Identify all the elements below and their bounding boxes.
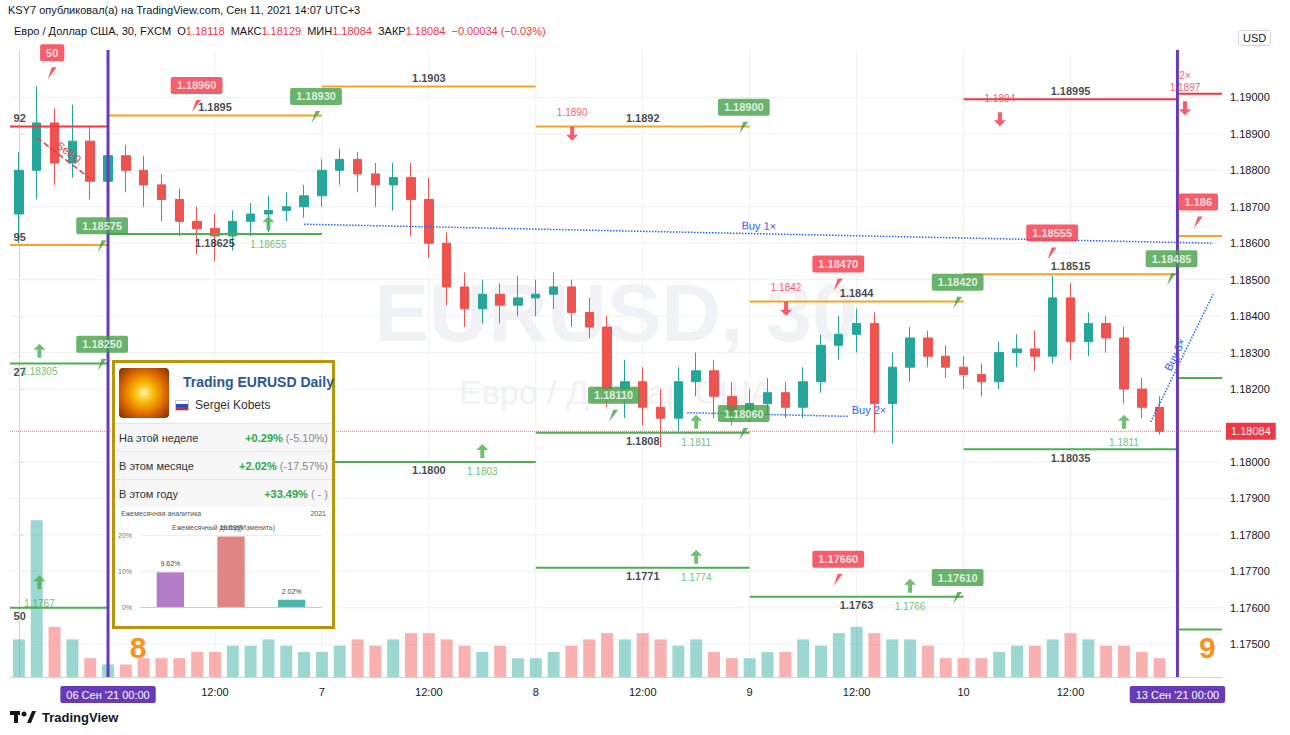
svg-text:1.18655: 1.18655 [250,239,287,250]
svg-text:8: 8 [130,631,147,664]
svg-text:1.1895: 1.1895 [198,101,232,113]
svg-text:7: 7 [319,686,325,698]
svg-text:50: 50 [14,610,26,622]
svg-text:1.18515: 1.18515 [1051,260,1091,272]
svg-text:1.18000: 1.18000 [1230,456,1270,468]
svg-text:1.18500: 1.18500 [1230,274,1270,286]
svg-text:1.18900: 1.18900 [1230,128,1270,140]
svg-text:1.19000: 1.19000 [1230,91,1270,103]
svg-text:10%: 10% [118,568,132,575]
svg-text:1.18625: 1.18625 [195,237,235,249]
svg-text:12:00: 12:00 [201,686,229,698]
svg-text:1.18575: 1.18575 [82,220,122,232]
svg-text:1.18305: 1.18305 [21,366,58,377]
svg-text:1.186: 1.186 [1184,196,1212,208]
svg-text:1.18300: 1.18300 [1230,347,1270,359]
svg-text:1.1897: 1.1897 [1170,82,1201,93]
svg-text:1.1800: 1.1800 [412,464,446,476]
svg-text:1.17610: 1.17610 [938,572,978,584]
svg-text:13 Сен '21 00:00: 13 Сен '21 00:00 [1136,689,1219,701]
svg-text:0%: 0% [122,604,132,611]
svg-text:1.18110: 1.18110 [594,389,633,401]
svg-text:9: 9 [747,686,753,698]
svg-text:1.1894: 1.1894 [985,93,1016,104]
svg-text:1.18960: 1.18960 [177,79,217,91]
svg-text:9.62%: 9.62% [160,560,180,567]
svg-text:9: 9 [1199,631,1216,664]
svg-text:1.1844: 1.1844 [840,287,875,299]
svg-text:8: 8 [533,686,539,698]
svg-text:12:00: 12:00 [1057,686,1085,698]
svg-text:Ежемесячный доход(Изменить): Ежемесячный доход(Изменить) [172,524,275,532]
svg-text:Sell 0.: Sell 0. [54,139,86,167]
svg-text:1.1842: 1.1842 [771,282,802,293]
svg-text:1.18200: 1.18200 [1230,383,1270,395]
svg-text:1.18600: 1.18600 [1230,237,1270,249]
svg-text:1.18035: 1.18035 [1051,452,1091,464]
svg-text:1.1766: 1.1766 [895,601,926,612]
svg-text:2×: 2× [1179,70,1191,81]
svg-text:1.1767: 1.1767 [24,598,55,609]
svg-text:06 Сен '21 00:00: 06 Сен '21 00:00 [66,689,149,701]
svg-text:1.1892: 1.1892 [626,112,660,124]
svg-text:1.18485: 1.18485 [1152,253,1192,265]
svg-text:Buy 1×: Buy 1× [741,219,776,232]
svg-text:1.18995: 1.18995 [1051,85,1091,97]
svg-text:1.1808: 1.1808 [626,435,660,447]
svg-text:1.17800: 1.17800 [1230,529,1270,541]
svg-text:95: 95 [14,231,26,243]
svg-text:1.17660: 1.17660 [818,553,858,565]
svg-text:1.1803: 1.1803 [467,466,498,477]
svg-text:1.18420: 1.18420 [938,276,978,288]
svg-text:50: 50 [46,47,58,59]
svg-text:1.1763: 1.1763 [840,599,874,611]
svg-text:1.18400: 1.18400 [1230,310,1270,322]
svg-text:1.18930: 1.18930 [296,90,336,102]
svg-text:Buy 2×: Buy 2× [852,404,887,416]
svg-text:1.18250: 1.18250 [82,338,122,350]
svg-text:Buy 3×: Buy 3× [1162,336,1188,372]
svg-text:1.18900: 1.18900 [724,101,764,113]
svg-text:1.17700: 1.17700 [1230,565,1270,577]
svg-text:12:00: 12:00 [629,686,657,698]
svg-text:1.1811: 1.1811 [681,437,711,448]
svg-text:20%: 20% [118,532,132,539]
svg-text:1.18470: 1.18470 [818,258,858,270]
svg-text:1.18060: 1.18060 [724,408,764,420]
svg-text:1.1903: 1.1903 [412,72,446,84]
svg-text:1.1890: 1.1890 [557,107,588,118]
svg-text:1.18084: 1.18084 [1231,425,1271,437]
svg-text:1.1771: 1.1771 [626,570,660,582]
svg-text:1.18700: 1.18700 [1230,201,1270,213]
svg-text:1.17900: 1.17900 [1230,492,1270,504]
svg-text:12:00: 12:00 [415,686,443,698]
svg-text:2.02%: 2.02% [282,588,302,595]
svg-text:1.17500: 1.17500 [1230,638,1270,650]
svg-text:1.18555: 1.18555 [1032,227,1072,239]
svg-text:92: 92 [14,112,26,124]
svg-text:10: 10 [957,686,969,698]
svg-text:1.1774: 1.1774 [681,572,712,583]
svg-text:12:00: 12:00 [843,686,871,698]
svg-text:1.18800: 1.18800 [1230,164,1270,176]
svg-text:1.17600: 1.17600 [1230,602,1270,614]
svg-text:1.1811: 1.1811 [1109,437,1139,448]
